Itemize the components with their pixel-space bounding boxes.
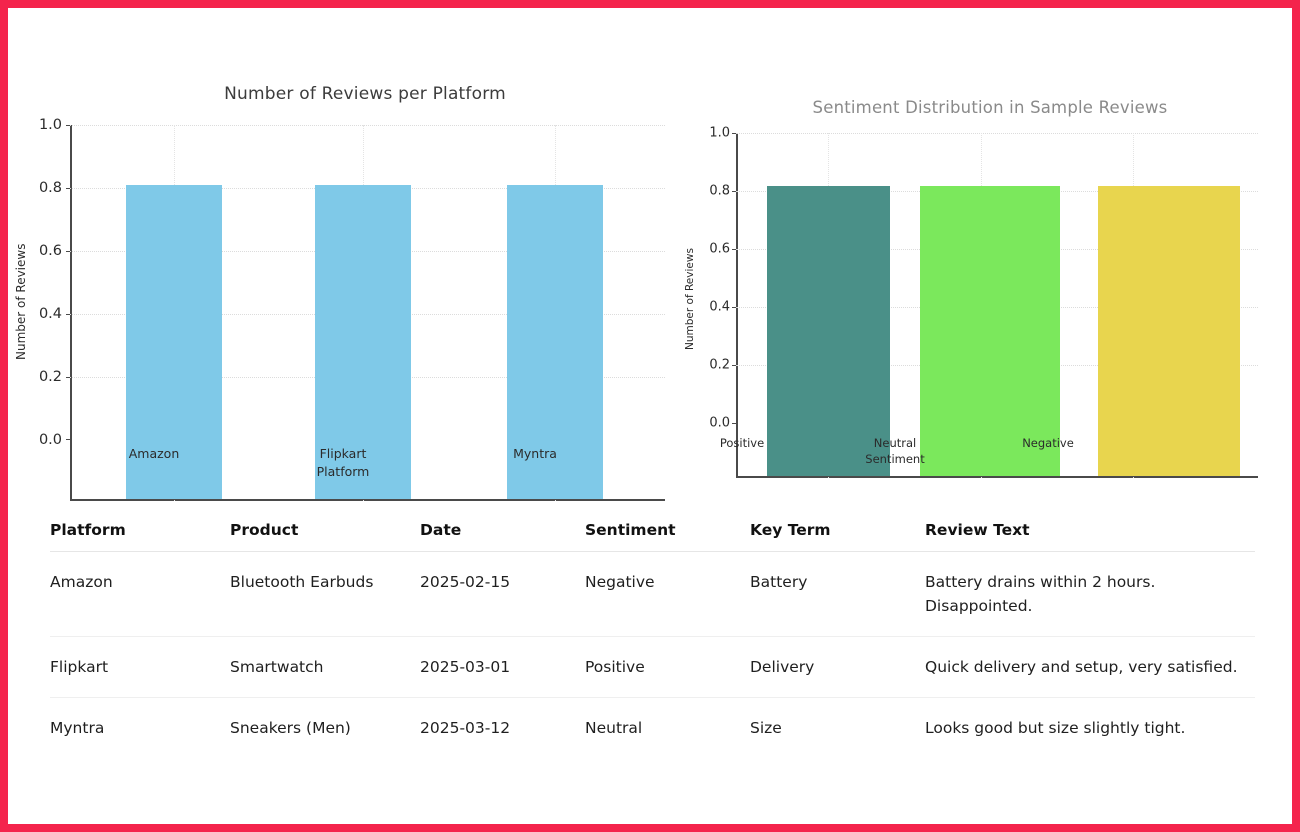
bar-flipkart[interactable]: [315, 185, 411, 500]
bar-positive[interactable]: [767, 186, 890, 477]
cell-review-text: Battery drains within 2 hours. Disappoin…: [925, 551, 1255, 638]
y-tick-label: 1.0: [38, 117, 62, 133]
table-row[interactable]: Flipkart Smartwatch 2025-03-01 Positive …: [50, 636, 1255, 699]
column-header-platform[interactable]: Platform: [50, 515, 230, 552]
x-tick-label: Flipkart: [319, 446, 367, 461]
cell-review-text: Looks good but size slightly tight.: [925, 719, 1186, 738]
cell-review-text: Quick delivery and setup, very satisfied…: [925, 636, 1255, 699]
y-tick-mark: [66, 439, 70, 441]
y-axis-title: Number of Reviews: [684, 248, 696, 350]
bar-myntra[interactable]: [507, 185, 603, 500]
reviews-table: Platform Product Date Sentiment Key Term…: [50, 515, 1255, 758]
chart-title: Number of Reviews per Platform: [224, 84, 506, 104]
column-header-review-text[interactable]: Review Text: [925, 515, 1255, 552]
y-axis-spine: [736, 133, 738, 478]
x-tick-label: Amazon: [128, 446, 180, 461]
y-tick-label: 1.0: [709, 125, 730, 141]
chart-title: Sentiment Distribution in Sample Reviews: [812, 98, 1168, 117]
bar-negative[interactable]: [1098, 186, 1240, 477]
cell-product: Bluetooth Earbuds: [230, 551, 420, 638]
cell-product: Sneakers (Men): [230, 719, 351, 738]
y-tick-label: 0.8: [38, 180, 62, 196]
y-tick-mark: [732, 423, 736, 425]
y-tick-label: 0.2: [38, 369, 62, 385]
bar-amazon[interactable]: [126, 185, 222, 500]
x-tick-label: Myntra: [513, 446, 557, 461]
y-tick-label: 0.6: [709, 241, 730, 257]
y-tick-mark: [732, 249, 736, 251]
y-tick-mark: [66, 125, 70, 127]
plot-area: [732, 133, 1258, 478]
cell-date: 2025-02-15: [420, 551, 585, 638]
bar-neutral[interactable]: [920, 186, 1060, 477]
y-tick-label: 0.8: [709, 183, 730, 199]
y-tick-mark: [66, 377, 70, 379]
y-tick-label: 0.0: [38, 432, 62, 448]
cell-key-term: Delivery: [750, 636, 925, 699]
chart-reviews-per-platform: Number of Reviews per Platform Number of…: [0, 70, 680, 501]
table-header-row: Platform Product Date Sentiment Key Term…: [50, 515, 1255, 552]
x-tick-label: Negative: [1022, 436, 1074, 450]
y-tick-label: 0.2: [709, 357, 730, 373]
chart-sentiment-distribution: Sentiment Distribution in Sample Reviews…: [650, 88, 1300, 478]
y-tick-mark: [66, 188, 70, 190]
table-body: Amazon Bluetooth Earbuds 2025-02-15 Nega…: [50, 551, 1255, 759]
cell-platform: Flipkart: [50, 636, 230, 699]
gridline: [736, 133, 1258, 134]
cell-key-term: Size: [750, 719, 782, 738]
y-tick-mark: [732, 307, 736, 309]
column-header-product[interactable]: Product: [230, 515, 420, 552]
x-axis-spine: [736, 476, 1258, 478]
cell-sentiment: Negative: [585, 551, 750, 638]
gridline: [70, 125, 665, 126]
cell-sentiment: Neutral: [585, 719, 643, 738]
x-axis-spine: [70, 499, 665, 501]
x-axis-title: Sentiment: [865, 452, 925, 466]
cell-key-term: Battery: [750, 551, 925, 638]
column-header-sentiment[interactable]: Sentiment: [585, 515, 750, 552]
y-tick-mark: [732, 133, 736, 135]
column-header-date[interactable]: Date: [420, 515, 585, 552]
y-tick-mark: [66, 251, 70, 253]
table-row[interactable]: Myntra Sneakers (Men) 2025-03-12 Neutral…: [50, 698, 1255, 759]
column-header-key-term[interactable]: Key Term: [750, 515, 925, 552]
y-tick-mark: [66, 314, 70, 316]
y-tick-mark: [732, 365, 736, 367]
y-tick-label: 0.4: [38, 306, 62, 322]
table-header: Platform Product Date Sentiment Key Term…: [50, 515, 1255, 552]
y-tick-label: 0.0: [709, 415, 730, 431]
x-axis-title: Platform: [316, 464, 370, 479]
y-tick-mark: [732, 191, 736, 193]
cell-sentiment: Positive: [585, 636, 750, 699]
y-tick-label: 0.6: [38, 243, 62, 259]
x-tick-label: Neutral: [873, 436, 917, 450]
cell-date: 2025-03-01: [420, 636, 585, 699]
cell-product: Smartwatch: [230, 636, 420, 699]
x-tick-label: Positive: [719, 436, 765, 450]
y-tick-label: 0.4: [709, 299, 730, 315]
plot-area: [66, 125, 665, 501]
table-row[interactable]: Amazon Bluetooth Earbuds 2025-02-15 Nega…: [50, 551, 1255, 638]
y-axis-title: Number of Reviews: [14, 243, 28, 360]
cell-platform: Amazon: [50, 551, 230, 638]
cell-platform: Myntra: [50, 719, 105, 738]
cell-date: 2025-03-12: [420, 719, 511, 738]
y-axis-spine: [70, 125, 72, 501]
